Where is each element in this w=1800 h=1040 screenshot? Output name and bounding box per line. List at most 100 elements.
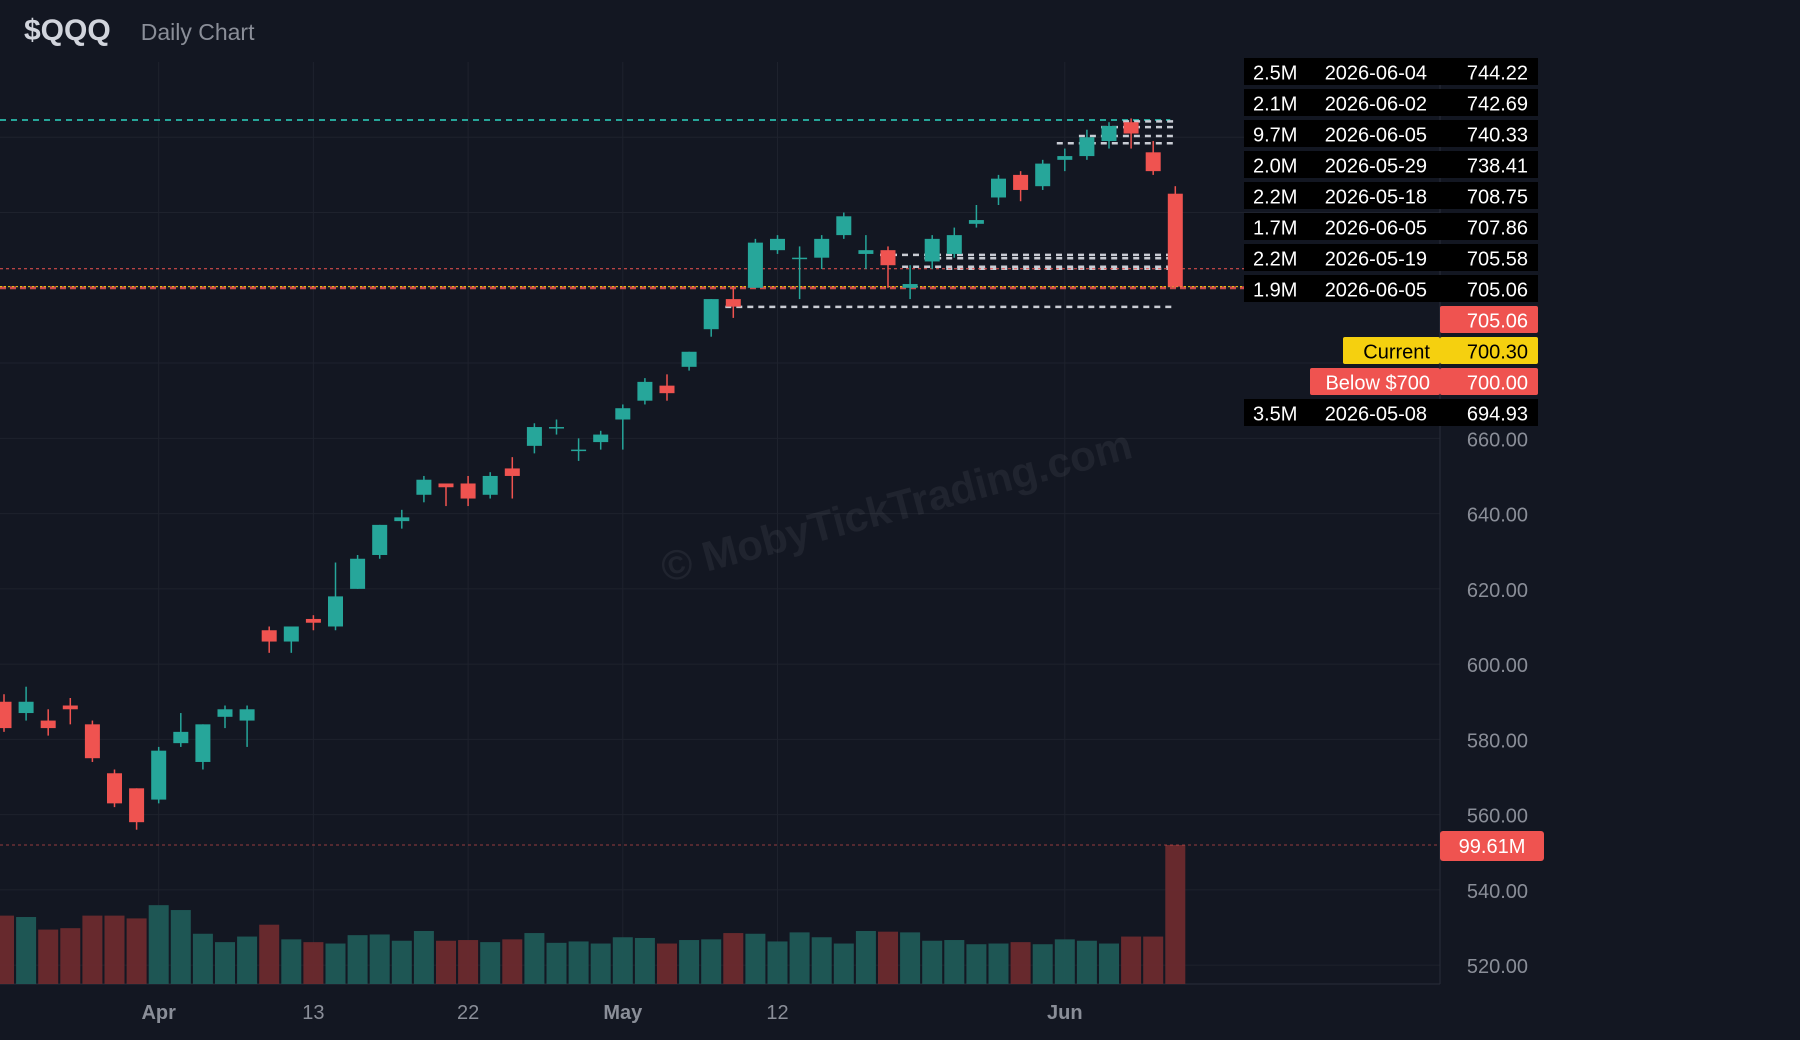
candle-body [593, 434, 609, 443]
candle-body [681, 351, 697, 367]
price-label-bg [1440, 306, 1538, 333]
candle-body [482, 475, 498, 495]
candle-body [261, 630, 277, 642]
volume-bar [458, 940, 479, 984]
volume-bar [524, 933, 545, 984]
volume-bar [855, 930, 876, 984]
candle-body [84, 724, 100, 759]
level-volume: 2.2M [1253, 249, 1297, 271]
candle-body [195, 724, 211, 762]
volume-bar [634, 937, 655, 984]
candle-body [968, 220, 984, 224]
symbol-title[interactable]: $QQQ [24, 14, 111, 47]
candle-body [328, 596, 343, 627]
volume-bar [546, 942, 567, 984]
candle-body [1145, 152, 1161, 172]
candle-body [814, 238, 830, 258]
price-label-bg [1440, 368, 1538, 395]
volume-bar [237, 936, 258, 984]
volume-bars [0, 844, 1440, 984]
grid-lines [0, 62, 1441, 985]
level-date: 2026-05-08 [1325, 404, 1427, 426]
level-tag-bg [1244, 151, 1440, 178]
volume-bar [988, 943, 1009, 984]
level-tag-bg [1244, 182, 1440, 209]
time-axis: Apr 13 22 May 12 Jun [141, 1002, 1082, 1024]
volume-bar [1143, 936, 1164, 984]
volume-bar [38, 929, 59, 984]
x-tick-label: 22 [457, 1002, 479, 1024]
volume-bar [1032, 944, 1053, 984]
volume-bar [811, 937, 832, 984]
candle-body [549, 427, 564, 429]
volume-bar [16, 917, 37, 984]
x-tick-label: 12 [766, 1002, 788, 1024]
price-label-bg [1440, 337, 1538, 364]
volume-bar [104, 915, 125, 984]
candle-body [350, 558, 366, 589]
candle-body [571, 449, 587, 452]
volume-bar [1010, 942, 1031, 984]
candle-body [836, 216, 852, 236]
y-tick-label: 660.00 [1467, 429, 1528, 451]
volume-bar [1165, 845, 1186, 984]
candle-body [902, 284, 918, 288]
level-tag-bg [1244, 89, 1440, 116]
price-tag: Current [1363, 342, 1430, 364]
x-tick-label: May [603, 1002, 643, 1024]
x-tick-label: Apr [141, 1002, 176, 1024]
volume-bar [966, 944, 987, 984]
level-tag-bg [1244, 399, 1440, 426]
price-axis: 520.00 540.00 560.00 580.00 600.00 620.00 640.… [1467, 429, 1528, 978]
price-tag: Below $700 [1325, 373, 1430, 395]
y-tick-label: 540.00 [1467, 881, 1528, 903]
volume-bar [413, 930, 434, 984]
candle-body [504, 468, 520, 476]
candle-body [725, 299, 741, 307]
volume-bar [679, 940, 700, 984]
level-labels: 2.5M 2026-06-04 744.22 2.1M 2026-06-02 742.69… [1244, 58, 1544, 861]
candle-body [239, 709, 255, 721]
y-tick-label: 600.00 [1467, 655, 1528, 677]
candle-body [526, 427, 542, 446]
level-price-bg [1440, 399, 1538, 426]
candle-body [372, 524, 388, 555]
level-price: 705.06 [1467, 280, 1528, 302]
candle-body [1035, 163, 1051, 187]
level-price: 742.69 [1467, 94, 1528, 116]
volume-bar [82, 915, 103, 984]
candle-body [62, 705, 78, 710]
candle-body [946, 235, 962, 254]
volume-bar [878, 931, 898, 984]
level-tag-bg [1244, 213, 1440, 240]
level-date: 2026-06-05 [1325, 218, 1427, 240]
candle-body [637, 381, 653, 401]
candle-body [924, 238, 940, 262]
volume-bar [502, 939, 523, 984]
candle-body [880, 250, 896, 266]
volume-bar [568, 941, 589, 984]
candlesticks [0, 118, 1183, 830]
candle-body [460, 483, 476, 499]
candle-body [659, 385, 675, 394]
candle-body [747, 242, 763, 288]
volume-label: 99.61M [1459, 836, 1526, 858]
candle-body [1079, 137, 1095, 157]
volume-bar [900, 932, 921, 984]
volume-bar [590, 943, 611, 984]
volume-bar [657, 943, 677, 984]
candle-body [438, 483, 454, 488]
candle-body [416, 479, 432, 495]
candle-body [615, 408, 631, 420]
price-tag-bg [1343, 337, 1440, 364]
level-volume: 2.1M [1253, 94, 1297, 116]
level-price-bg [1440, 89, 1538, 116]
candle-body [394, 517, 410, 522]
volume-bar [170, 910, 191, 984]
volume-bar [192, 933, 213, 984]
volume-bar [259, 924, 280, 984]
price-tag-bg [1310, 368, 1440, 395]
volume-bar [701, 939, 722, 984]
volume-bar [745, 933, 766, 984]
